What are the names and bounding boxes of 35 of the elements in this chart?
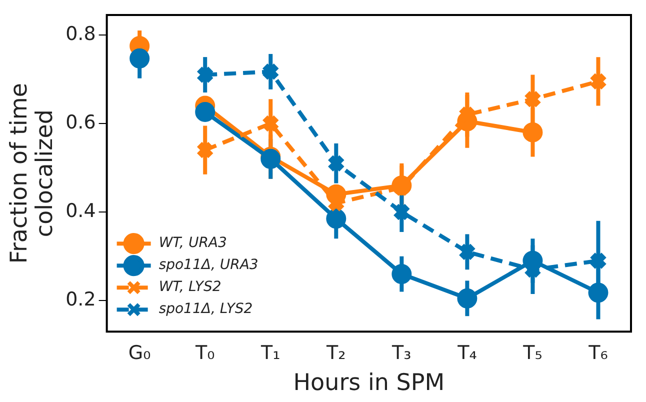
legend-label: spo11Δ, URA3 bbox=[158, 257, 258, 274]
point bbox=[392, 202, 411, 222]
x-tick-label: T₄ bbox=[456, 342, 478, 364]
point bbox=[524, 90, 542, 108]
x-tick-label: T₃ bbox=[391, 342, 412, 364]
point bbox=[458, 242, 476, 262]
x-tick-label: T₁ bbox=[260, 342, 280, 364]
point bbox=[195, 102, 216, 122]
y-tick-label: 0.6 bbox=[66, 111, 96, 134]
point bbox=[326, 154, 346, 172]
point bbox=[196, 140, 214, 160]
x-tick-label: T₂ bbox=[326, 342, 346, 364]
point bbox=[326, 208, 346, 229]
y-tick-label: 0.2 bbox=[66, 288, 96, 311]
legend-label: spo11Δ, LYS2 bbox=[158, 301, 253, 318]
point bbox=[392, 264, 412, 284]
legend-label: WT, URA3 bbox=[158, 235, 227, 252]
y-tick-label: 0.4 bbox=[66, 200, 96, 222]
point bbox=[457, 288, 478, 308]
point bbox=[130, 48, 150, 68]
point bbox=[589, 72, 608, 91]
x-tick-label: T₅ bbox=[522, 342, 542, 364]
point bbox=[522, 122, 543, 142]
x-tick-label: T₆ bbox=[588, 342, 608, 364]
x-tick-label: G₀ bbox=[128, 342, 151, 364]
point bbox=[261, 62, 280, 81]
x-axis-title: Hours in SPM bbox=[293, 370, 445, 396]
y-tick-label: 0.8 bbox=[66, 22, 96, 45]
legend-label: WT, LYS2 bbox=[158, 279, 222, 296]
point bbox=[588, 282, 608, 303]
x-tick-label: T₀ bbox=[194, 342, 215, 364]
point bbox=[196, 66, 214, 84]
point bbox=[261, 114, 280, 133]
y-axis-title: Fraction of time colocalized bbox=[6, 83, 58, 264]
point bbox=[589, 252, 608, 270]
